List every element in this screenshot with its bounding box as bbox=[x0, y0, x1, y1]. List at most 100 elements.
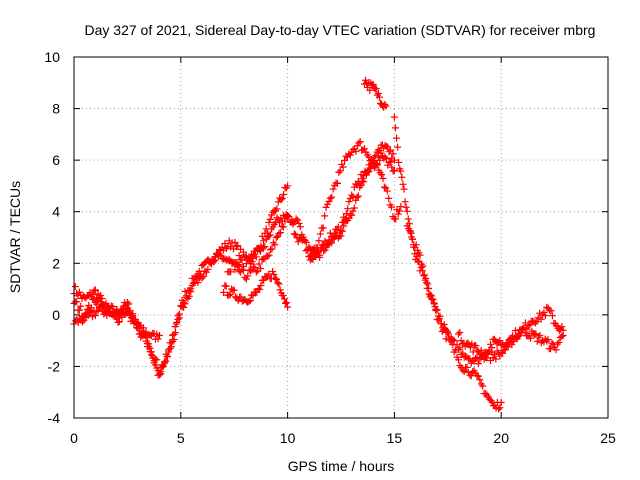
data-point bbox=[449, 341, 457, 349]
data-point bbox=[394, 143, 402, 151]
data-point bbox=[272, 275, 280, 283]
data-point bbox=[280, 295, 288, 303]
data-point bbox=[472, 355, 480, 363]
data-point bbox=[249, 292, 257, 300]
data-point bbox=[381, 101, 389, 109]
data-point bbox=[408, 235, 416, 243]
data-point bbox=[456, 328, 464, 336]
data-point bbox=[349, 207, 357, 215]
data-point bbox=[352, 147, 360, 155]
data-point bbox=[272, 234, 280, 242]
data-point bbox=[267, 246, 275, 254]
data-point bbox=[125, 300, 133, 308]
data-point bbox=[227, 268, 235, 276]
plot-frame bbox=[73, 56, 609, 419]
data-point bbox=[382, 184, 390, 192]
data-point bbox=[388, 203, 396, 211]
data-point bbox=[275, 280, 283, 288]
data-point bbox=[433, 306, 441, 314]
data-point bbox=[354, 192, 362, 200]
data-point bbox=[452, 346, 460, 354]
data-point bbox=[373, 160, 381, 168]
data-point bbox=[292, 215, 300, 223]
data-point bbox=[348, 191, 356, 199]
data-point bbox=[425, 285, 433, 293]
data-point bbox=[87, 304, 95, 312]
data-point bbox=[180, 303, 188, 311]
data-point bbox=[185, 286, 193, 294]
data-point bbox=[390, 156, 398, 164]
data-point bbox=[341, 157, 349, 165]
data-point bbox=[487, 397, 495, 405]
data-point bbox=[385, 148, 393, 156]
data-point bbox=[499, 349, 507, 357]
data-point bbox=[527, 334, 535, 342]
data-point bbox=[141, 329, 149, 337]
data-point bbox=[225, 291, 233, 299]
data-point bbox=[312, 253, 320, 261]
data-point bbox=[350, 204, 358, 212]
data-point bbox=[404, 215, 412, 223]
data-point bbox=[103, 305, 111, 313]
data-point bbox=[123, 298, 131, 306]
data-point bbox=[335, 168, 343, 176]
data-point bbox=[526, 321, 534, 329]
data-point bbox=[546, 306, 554, 314]
data-point bbox=[336, 167, 344, 175]
data-point bbox=[110, 312, 118, 320]
data-point bbox=[145, 340, 153, 348]
data-point bbox=[259, 244, 267, 252]
y-tick-label: -2 bbox=[48, 358, 61, 374]
data-point bbox=[222, 282, 230, 290]
data-point bbox=[220, 288, 228, 296]
data-point bbox=[322, 203, 330, 211]
data-point bbox=[265, 232, 273, 240]
data-point bbox=[265, 251, 273, 259]
data-point bbox=[173, 318, 181, 326]
data-point bbox=[109, 303, 117, 311]
data-point bbox=[427, 292, 435, 300]
data-point bbox=[264, 252, 272, 260]
data-point bbox=[547, 307, 555, 315]
data-point bbox=[231, 266, 239, 274]
data-point bbox=[555, 338, 563, 346]
data-point bbox=[75, 288, 83, 296]
data-point bbox=[242, 275, 250, 283]
data-point bbox=[536, 331, 544, 339]
data-point bbox=[185, 292, 193, 300]
data-point bbox=[479, 352, 487, 360]
data-point bbox=[356, 180, 364, 188]
data-point bbox=[440, 320, 448, 328]
data-point bbox=[519, 325, 527, 333]
x-tick-label: 0 bbox=[70, 430, 78, 446]
data-point bbox=[276, 229, 284, 237]
y-tick-label: 0 bbox=[52, 307, 60, 323]
data-point bbox=[82, 313, 90, 321]
data-point bbox=[558, 323, 566, 331]
data-point bbox=[268, 245, 276, 253]
data-point bbox=[540, 308, 548, 316]
data-point bbox=[337, 227, 345, 235]
y-tick-label: -4 bbox=[48, 410, 61, 426]
data-point bbox=[204, 265, 212, 273]
data-point bbox=[272, 207, 280, 215]
data-point bbox=[279, 223, 287, 231]
data-point bbox=[394, 210, 402, 218]
data-point bbox=[181, 300, 189, 308]
data-point bbox=[348, 211, 356, 219]
data-point bbox=[91, 312, 99, 320]
data-point bbox=[381, 153, 389, 161]
data-point bbox=[333, 179, 341, 187]
data-point bbox=[246, 296, 254, 304]
data-point bbox=[155, 371, 163, 379]
data-point bbox=[127, 314, 135, 322]
data-point bbox=[324, 240, 332, 248]
data-point bbox=[456, 344, 464, 352]
data-point bbox=[290, 230, 298, 238]
data-point bbox=[552, 346, 560, 354]
data-point bbox=[477, 346, 485, 354]
data-point bbox=[200, 272, 208, 280]
data-point bbox=[325, 240, 333, 248]
